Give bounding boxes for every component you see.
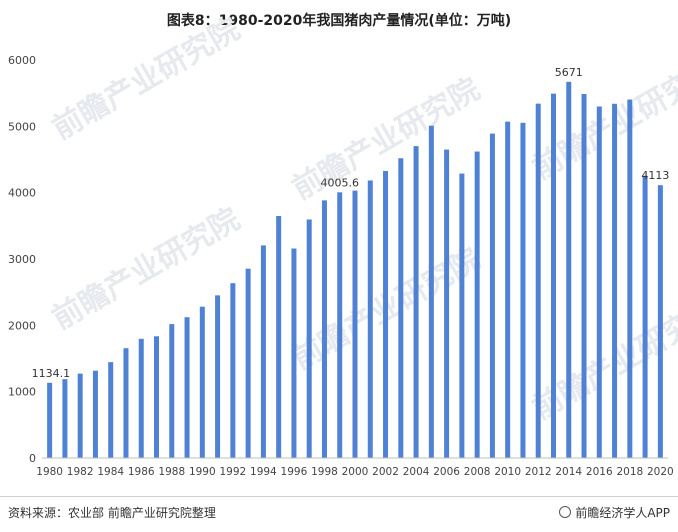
bar-1990	[200, 307, 205, 458]
y-tick-label: 3000	[8, 253, 36, 266]
data-label: 4113	[641, 169, 669, 182]
bar-1980	[47, 383, 52, 458]
bar-2002	[383, 171, 388, 458]
x-tick-label: 1982	[67, 466, 94, 478]
bar-1991	[215, 295, 220, 458]
y-tick-label: 2000	[8, 319, 36, 332]
footer: 资料来源：农业部 前瞻产业研究院整理 前瞻经济学人APP	[0, 496, 678, 532]
y-tick-label: 0	[29, 452, 36, 465]
bar-1988	[169, 324, 174, 458]
bar-2006	[444, 150, 449, 458]
x-tick-label: 1984	[97, 466, 124, 478]
bar-2014	[566, 82, 571, 458]
x-tick-label: 2002	[372, 466, 399, 478]
watermark-text: 前瞻产业研究院	[527, 52, 678, 187]
x-tick-label: 2012	[525, 466, 552, 478]
bar-2007	[459, 174, 464, 458]
x-tick-label: 1980	[36, 466, 63, 478]
qianzhan-logo-icon	[559, 506, 571, 518]
bar-2008	[475, 152, 480, 458]
x-tick-label: 2008	[464, 466, 491, 478]
bar-1984	[108, 362, 113, 458]
bar-2016	[597, 106, 602, 458]
bar-2017	[612, 104, 617, 458]
x-tick-label: 2006	[433, 466, 460, 478]
bar-2013	[551, 94, 556, 458]
data-label: 5671	[555, 66, 583, 79]
brand-credit: 前瞻经济学人APP	[559, 504, 670, 521]
x-tick-label: 2010	[494, 466, 521, 478]
watermark-text: 前瞻产业研究院	[47, 12, 246, 147]
brand-name: 前瞻经济学人APP	[575, 506, 670, 520]
bar-1982	[78, 374, 83, 458]
x-tick-label: 1986	[128, 466, 155, 478]
bar-1981	[62, 379, 67, 458]
y-tick-label: 6000	[8, 54, 36, 67]
bar-1994	[261, 245, 266, 458]
bar-2019	[643, 176, 648, 458]
bar-2018	[627, 100, 632, 458]
bar-1993	[246, 269, 251, 458]
x-tick-label: 1998	[311, 466, 338, 478]
bar-1995	[276, 216, 281, 458]
bar-1998	[322, 200, 327, 458]
bar-2001	[368, 180, 373, 458]
bar-2009	[490, 134, 495, 458]
x-tick-label: 1988	[158, 466, 185, 478]
x-tick-label: 1996	[281, 466, 308, 478]
bar-1985	[123, 348, 128, 458]
x-tick-label: 2004	[403, 466, 430, 478]
bar-2003	[398, 158, 403, 458]
data-label: 1134.1	[32, 367, 71, 380]
bar-2010	[505, 122, 510, 458]
bar-chart: 前瞻产业研究院前瞻产业研究院前瞻产业研究院前瞻产业研究院前瞻产业研究院前瞻产业研…	[0, 0, 678, 496]
bar-2004	[414, 146, 419, 458]
x-tick-label: 1990	[189, 466, 216, 478]
y-tick-label: 1000	[8, 386, 36, 399]
data-label: 4005.6	[320, 176, 359, 189]
watermark-text: 前瞻产业研究院	[527, 292, 678, 427]
x-tick-label: 1992	[219, 466, 246, 478]
bar-1989	[185, 317, 190, 458]
bar-2011	[520, 123, 525, 458]
bar-1996	[291, 249, 296, 458]
bar-2015	[582, 94, 587, 458]
bar-2012	[536, 104, 541, 458]
bar-1983	[93, 371, 98, 458]
bar-1997	[307, 219, 312, 458]
x-tick-label: 2000	[342, 466, 369, 478]
y-tick-label: 4000	[8, 187, 36, 200]
x-tick-label: 2014	[555, 466, 582, 478]
x-tick-label: 2018	[616, 466, 643, 478]
x-tick-label: 2016	[586, 466, 613, 478]
source-note: 资料来源：农业部 前瞻产业研究院整理	[8, 504, 216, 521]
bar-2000	[353, 191, 358, 458]
bar-1999	[337, 192, 342, 458]
bar-2020	[658, 185, 663, 458]
bar-1986	[139, 339, 144, 458]
bar-2005	[429, 126, 434, 458]
x-tick-label: 2020	[647, 466, 674, 478]
bar-1992	[230, 283, 235, 458]
bar-1987	[154, 336, 159, 458]
y-tick-label: 5000	[8, 120, 36, 133]
x-tick-label: 1994	[250, 466, 277, 478]
